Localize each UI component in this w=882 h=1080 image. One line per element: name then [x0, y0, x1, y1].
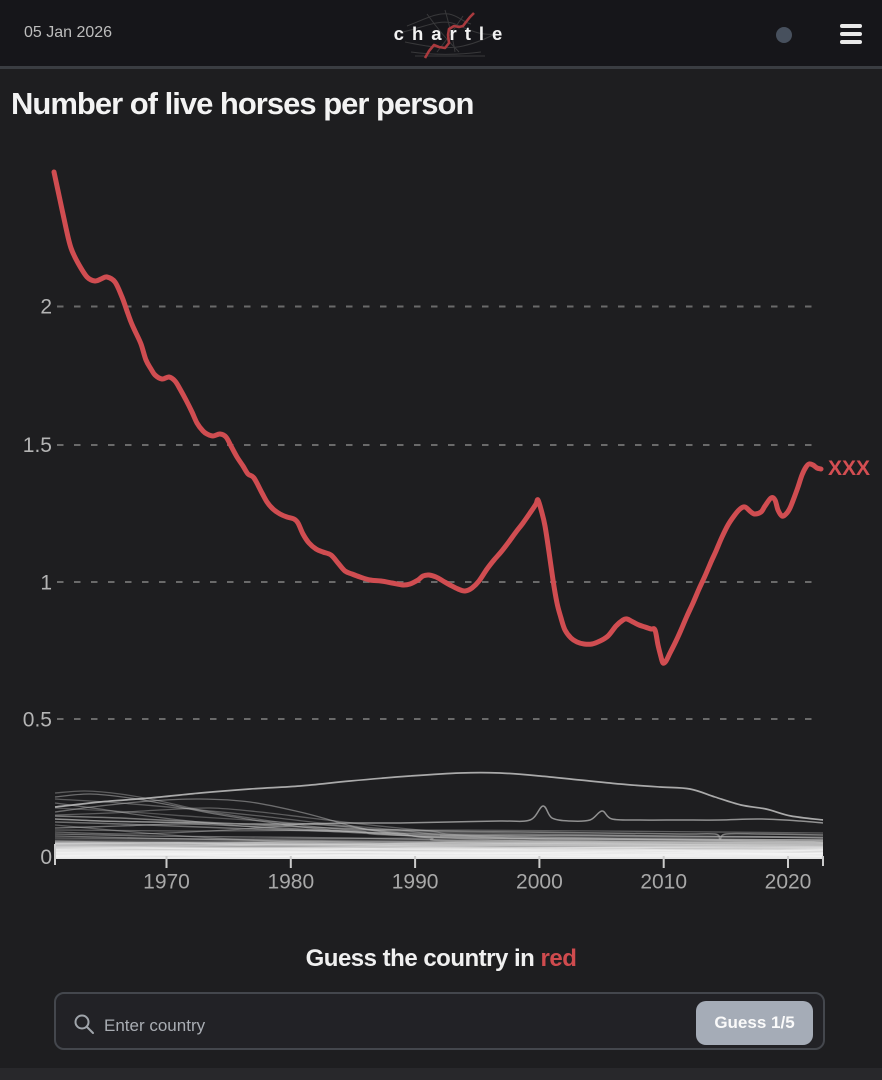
svg-text:XXX: XXX [828, 457, 870, 480]
svg-text:2000: 2000 [516, 871, 563, 894]
svg-text:1: 1 [40, 572, 52, 595]
svg-text:2010: 2010 [640, 871, 687, 894]
svg-text:1970: 1970 [143, 871, 190, 894]
svg-text:1980: 1980 [267, 871, 314, 894]
svg-text:1990: 1990 [392, 871, 439, 894]
svg-text:0: 0 [40, 846, 52, 869]
svg-text:0.5: 0.5 [23, 709, 52, 732]
svg-text:2020: 2020 [765, 871, 812, 894]
svg-text:2: 2 [40, 296, 52, 319]
svg-text:1.5: 1.5 [23, 434, 52, 457]
